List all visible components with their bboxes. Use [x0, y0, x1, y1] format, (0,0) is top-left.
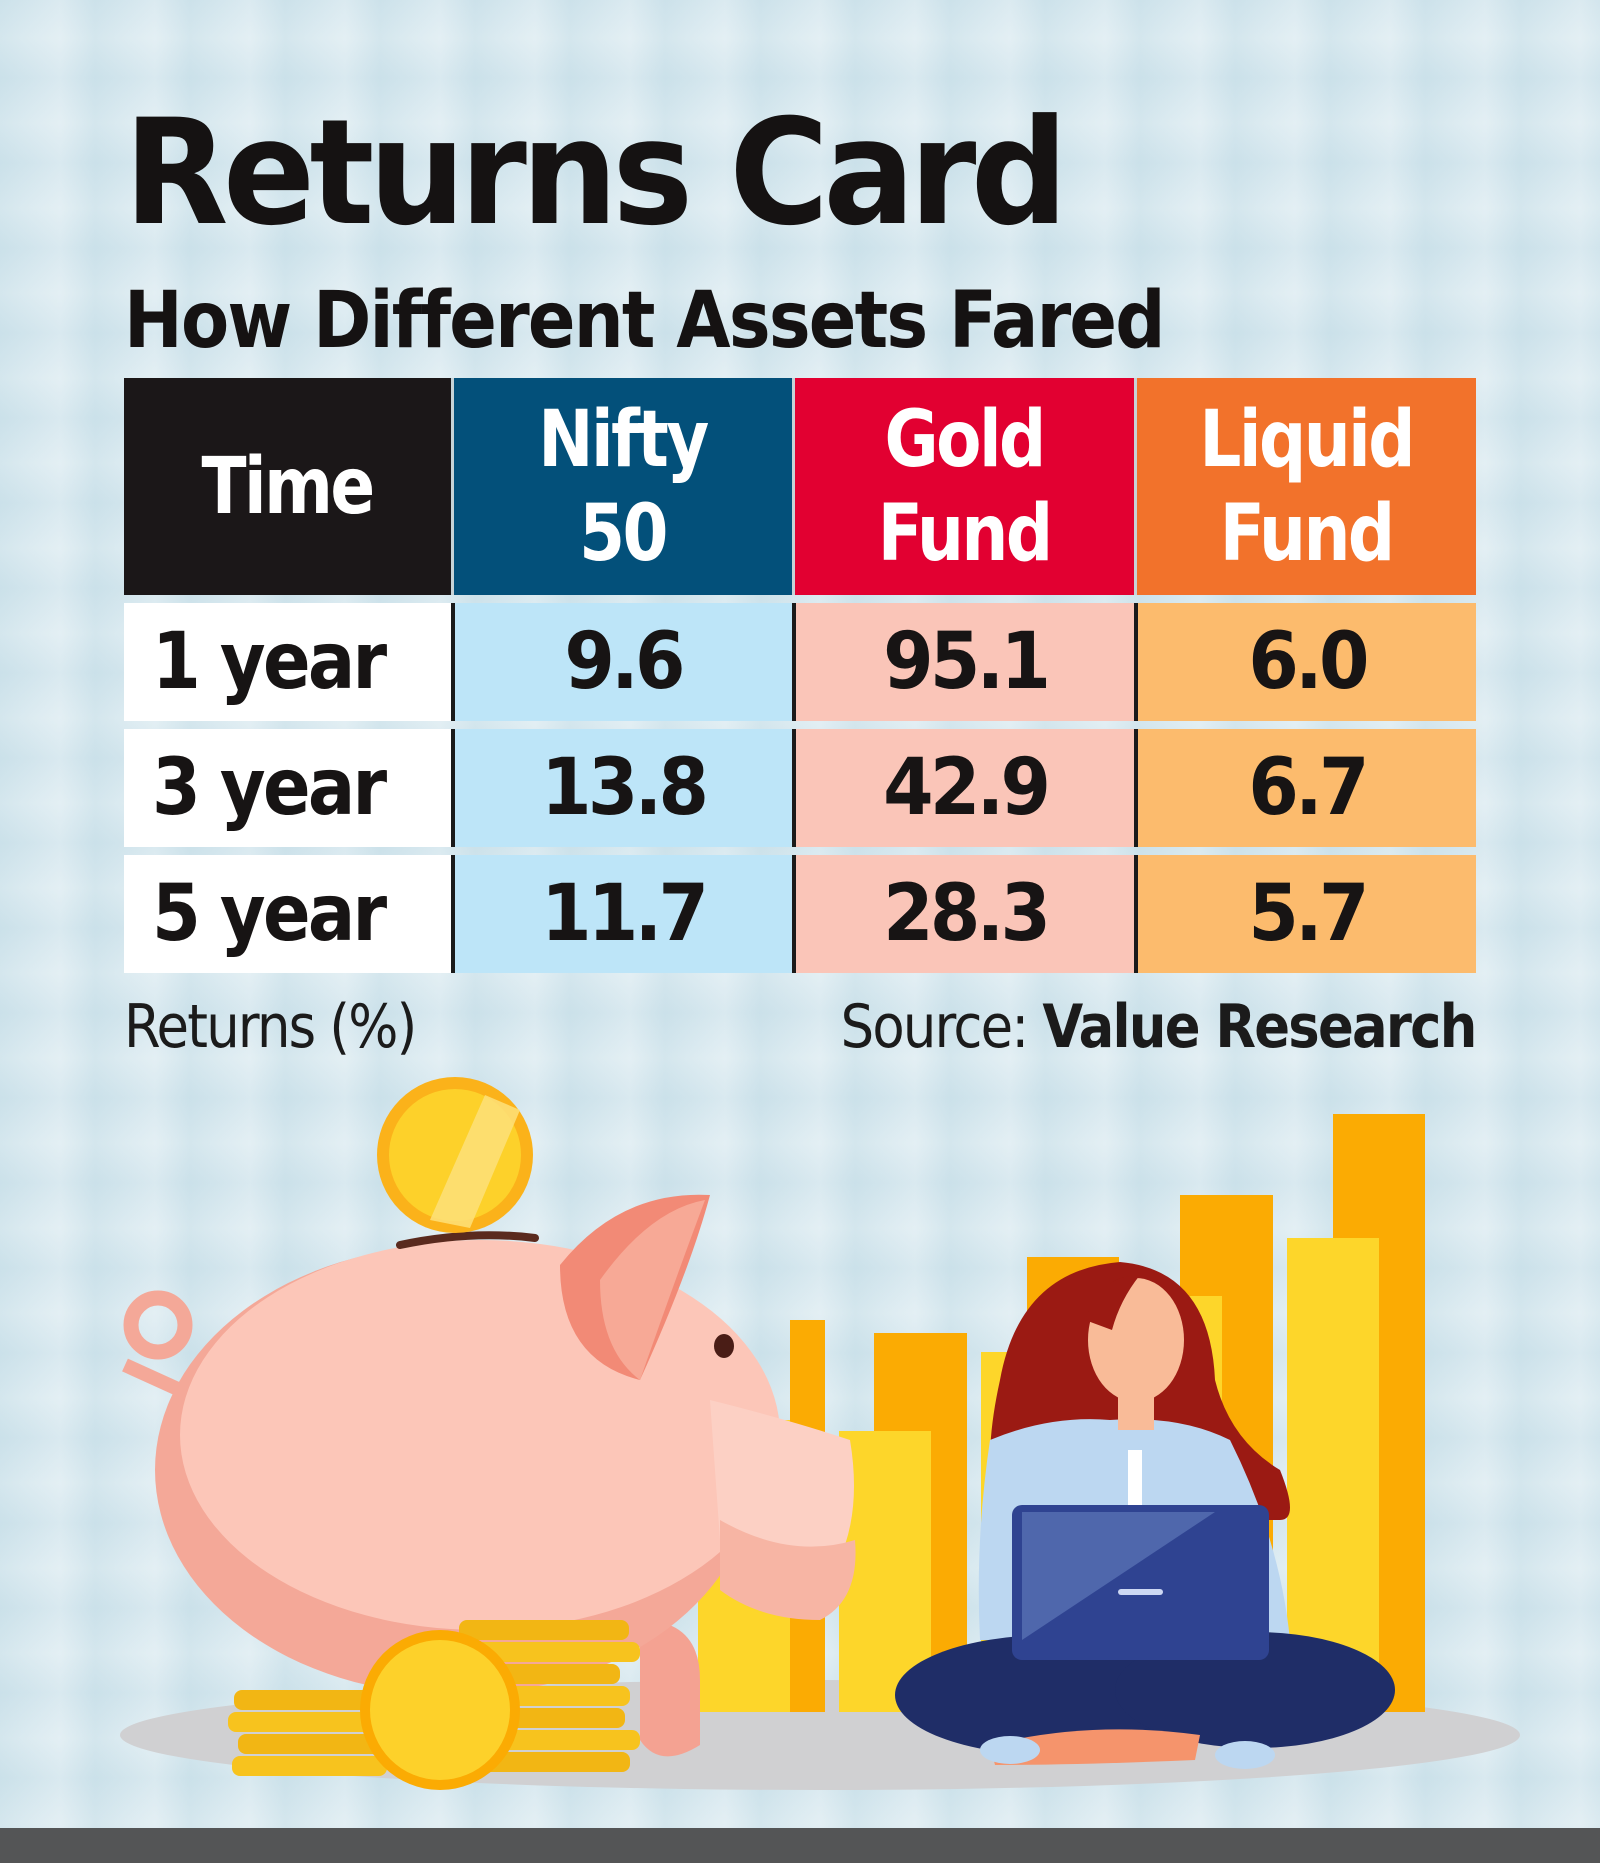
cell-gold-fund: 28.3 [792, 855, 1134, 973]
column-header-time: Time [124, 378, 451, 595]
woman-with-laptop-icon [895, 1262, 1395, 1769]
table-header-row: Time Nifty 50 Gold Fund Liquid Fund [124, 378, 1476, 595]
source-label: Source: [841, 992, 1043, 1062]
source-name: Value Research [1042, 992, 1478, 1062]
cell-nifty-50: 9.6 [451, 603, 792, 721]
table-row: 1 year 9.6 95.1 6.0 [124, 603, 1476, 721]
falling-coin-icon [377, 1077, 533, 1233]
cell-nifty-50: 13.8 [451, 729, 792, 847]
bottom-bar [0, 1828, 1600, 1863]
cell-nifty-50: 11.7 [451, 855, 792, 973]
cell-time: 5 year [124, 855, 451, 973]
cell-gold-fund: 95.1 [792, 603, 1134, 721]
units-note: Returns (%) [124, 992, 417, 1062]
table-row: 3 year 13.8 42.9 6.7 [124, 729, 1476, 847]
cell-liquid-fund: 6.7 [1134, 729, 1476, 847]
page-subtitle: How Different Assets Fared [124, 276, 1165, 366]
cell-time: 1 year [124, 603, 451, 721]
piggy-bank-icon [122, 1194, 856, 1757]
source-note: Source: Value Research [841, 992, 1478, 1062]
column-header-nifty-50: Nifty 50 [451, 378, 792, 595]
cell-liquid-fund: 6.0 [1134, 603, 1476, 721]
returns-table: Time Nifty 50 Gold Fund Liquid Fund 1 year … [124, 378, 1476, 973]
cell-gold-fund: 42.9 [792, 729, 1134, 847]
cell-liquid-fund: 5.7 [1134, 855, 1476, 973]
cell-time: 3 year [124, 729, 451, 847]
column-header-gold-fund: Gold Fund [792, 378, 1134, 595]
column-header-liquid-fund: Liquid Fund [1134, 378, 1476, 595]
page-title: Returns Card [124, 88, 1068, 258]
coin-stack-icon [228, 1620, 640, 1790]
table-row: 5 year 11.7 28.3 5.7 [124, 855, 1476, 973]
